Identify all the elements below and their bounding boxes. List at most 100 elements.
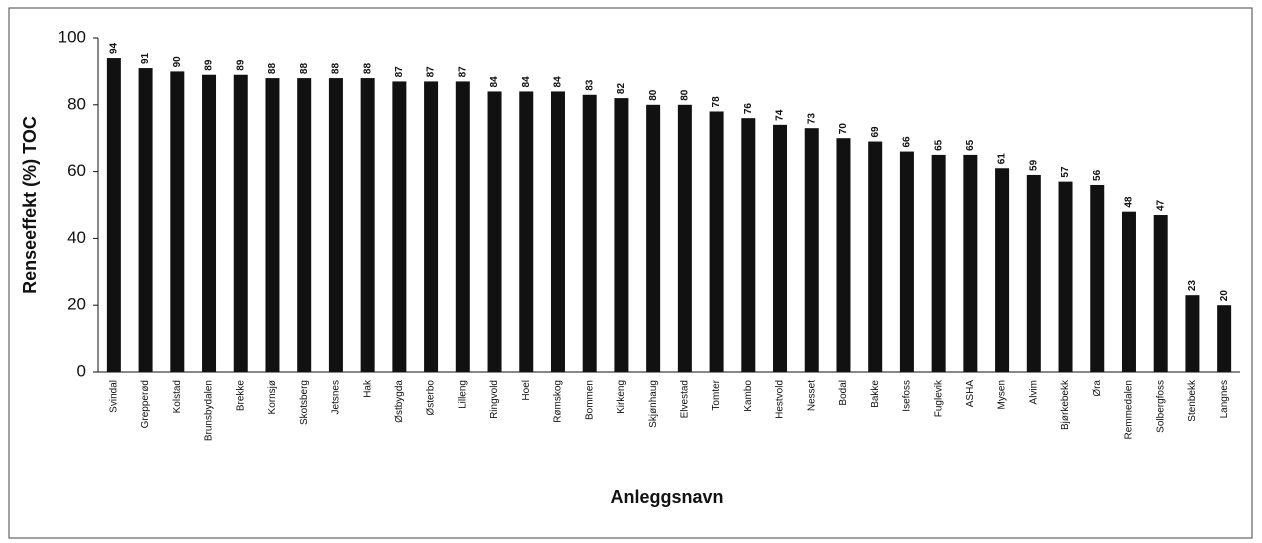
x-tick-label: Skotsberg <box>299 380 310 425</box>
x-tick-label: Bakke <box>870 380 881 408</box>
x-tick-label: ASHA <box>965 380 976 408</box>
x-tick-label: Svindal <box>109 380 120 413</box>
bar <box>741 118 756 372</box>
x-tick-label: Alvim <box>1028 380 1039 404</box>
x-tick-label: Fuglevik <box>933 379 944 417</box>
bar <box>233 74 248 373</box>
bar <box>106 58 121 372</box>
x-tick-label: Skjønhaug <box>648 380 659 428</box>
x-tick-label: Rømskog <box>553 380 564 423</box>
x-tick-label: Tomter <box>711 379 722 410</box>
value-label: 61 <box>997 153 1008 165</box>
value-label: 87 <box>394 66 405 78</box>
bar <box>614 98 629 373</box>
x-tick-label: Bjørkebekk <box>1060 379 1071 430</box>
bar <box>995 168 1010 372</box>
y-tick-label: 80 <box>67 94 86 113</box>
value-label: 84 <box>553 76 564 88</box>
x-tick-label: Øra <box>1092 380 1103 397</box>
x-tick-label: Isefoss <box>902 380 913 412</box>
bar <box>328 78 343 372</box>
value-label: 89 <box>235 59 246 71</box>
value-label: 90 <box>172 56 183 68</box>
bar <box>1026 174 1041 372</box>
value-label: 82 <box>616 83 627 95</box>
x-tick-label: Mysen <box>997 380 1008 409</box>
bar <box>963 154 978 372</box>
x-tick-label: Kambo <box>743 380 754 412</box>
bar <box>773 124 788 372</box>
value-label: 84 <box>521 76 532 88</box>
value-label: 78 <box>711 96 722 108</box>
bar <box>297 78 312 372</box>
bar <box>836 138 851 372</box>
value-label: 74 <box>775 109 786 121</box>
x-tick-label: Brunsbydalen <box>204 380 215 441</box>
bar <box>1153 215 1168 372</box>
x-tick-label: Hestvold <box>775 380 786 419</box>
value-label: 88 <box>267 63 278 75</box>
x-tick-label: Nesset <box>806 380 817 411</box>
bar <box>519 91 534 372</box>
value-label: 87 <box>426 66 437 78</box>
y-tick-label: 0 <box>77 361 86 380</box>
x-tick-label: Elvestad <box>680 380 691 418</box>
value-label: 47 <box>1155 199 1166 211</box>
bar <box>1090 184 1105 372</box>
bar <box>487 91 502 372</box>
x-tick-label: Ringvold <box>489 380 500 419</box>
bar <box>1185 295 1200 372</box>
bar <box>709 111 724 372</box>
bar <box>360 78 375 372</box>
value-label: 59 <box>1028 159 1039 171</box>
bar <box>265 78 280 372</box>
value-label: 57 <box>1060 166 1071 178</box>
bar <box>899 151 914 372</box>
bar <box>424 81 439 373</box>
value-label: 70 <box>838 123 849 135</box>
value-label: 20 <box>1219 290 1230 302</box>
x-tick-label: Østerbo <box>426 380 437 416</box>
bar <box>170 71 185 373</box>
value-label: 88 <box>331 63 342 75</box>
value-label: 88 <box>362 63 373 75</box>
value-label: 89 <box>204 59 215 71</box>
x-tick-label: Hak <box>362 379 373 398</box>
y-axis-label: Renseeffekt (%) TOC <box>20 116 40 294</box>
value-label: 48 <box>1124 196 1135 208</box>
x-tick-label: Lilleng <box>457 380 468 409</box>
bar <box>677 104 692 373</box>
x-axis-label: Anleggsnavn <box>610 487 723 507</box>
value-label: 91 <box>140 52 151 64</box>
bar <box>138 68 153 372</box>
x-tick-label: Kolstad <box>172 380 183 413</box>
y-tick-label: 40 <box>67 228 86 247</box>
x-tick-label: Stenbekk <box>1187 379 1198 422</box>
bar <box>868 141 883 372</box>
value-label: 94 <box>109 42 120 54</box>
value-label: 69 <box>870 126 881 138</box>
value-label: 87 <box>457 66 468 78</box>
bar <box>1217 305 1232 372</box>
bar <box>202 74 217 373</box>
y-tick-label: 60 <box>67 161 86 180</box>
y-tick-label: 100 <box>58 27 86 46</box>
value-label: 76 <box>743 103 754 115</box>
bar <box>455 81 470 373</box>
bar <box>582 94 597 372</box>
bar <box>931 154 946 372</box>
value-label: 80 <box>648 89 659 101</box>
chart-border <box>8 7 1253 539</box>
x-tick-label: Remmedalen <box>1124 380 1135 439</box>
value-label: 83 <box>584 79 595 91</box>
x-tick-label: Jetsnes <box>331 380 342 414</box>
bar <box>1121 211 1136 372</box>
bar <box>646 104 661 373</box>
x-tick-label: Bodal <box>838 380 849 406</box>
value-label: 23 <box>1187 280 1198 292</box>
value-label: 88 <box>299 63 310 75</box>
x-tick-label: Brekke <box>235 380 246 412</box>
value-label: 73 <box>806 113 817 125</box>
x-tick-label: Grepperød <box>140 380 151 428</box>
